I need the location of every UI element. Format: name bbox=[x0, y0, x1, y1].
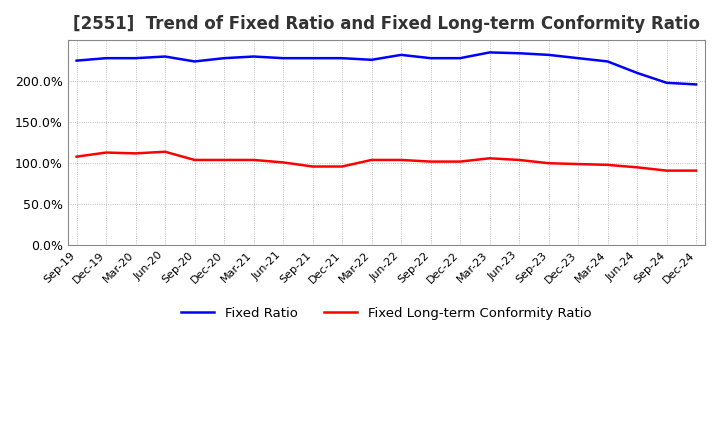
Fixed Long-term Conformity Ratio bbox=[544, 161, 553, 166]
Fixed Ratio bbox=[249, 54, 258, 59]
Fixed Ratio bbox=[426, 55, 435, 61]
Fixed Ratio bbox=[544, 52, 553, 58]
Fixed Ratio bbox=[279, 55, 287, 61]
Fixed Ratio bbox=[338, 55, 346, 61]
Fixed Long-term Conformity Ratio bbox=[131, 151, 140, 156]
Legend: Fixed Ratio, Fixed Long-term Conformity Ratio: Fixed Ratio, Fixed Long-term Conformity … bbox=[176, 301, 597, 325]
Fixed Long-term Conformity Ratio bbox=[249, 158, 258, 163]
Line: Fixed Long-term Conformity Ratio: Fixed Long-term Conformity Ratio bbox=[76, 152, 696, 171]
Fixed Long-term Conformity Ratio bbox=[220, 158, 228, 163]
Fixed Ratio bbox=[102, 55, 110, 61]
Fixed Ratio bbox=[397, 52, 405, 58]
Fixed Long-term Conformity Ratio bbox=[102, 150, 110, 155]
Line: Fixed Ratio: Fixed Ratio bbox=[76, 52, 696, 84]
Fixed Long-term Conformity Ratio bbox=[662, 168, 671, 173]
Fixed Ratio bbox=[131, 55, 140, 61]
Fixed Long-term Conformity Ratio bbox=[308, 164, 317, 169]
Fixed Long-term Conformity Ratio bbox=[161, 149, 169, 154]
Fixed Long-term Conformity Ratio bbox=[603, 162, 612, 168]
Fixed Ratio bbox=[456, 55, 464, 61]
Fixed Long-term Conformity Ratio bbox=[279, 160, 287, 165]
Fixed Long-term Conformity Ratio bbox=[515, 158, 523, 163]
Fixed Ratio bbox=[161, 54, 169, 59]
Fixed Long-term Conformity Ratio bbox=[367, 158, 376, 163]
Fixed Ratio bbox=[72, 58, 81, 63]
Fixed Long-term Conformity Ratio bbox=[426, 159, 435, 164]
Fixed Long-term Conformity Ratio bbox=[633, 165, 642, 170]
Fixed Long-term Conformity Ratio bbox=[190, 158, 199, 163]
Fixed Long-term Conformity Ratio bbox=[338, 164, 346, 169]
Fixed Ratio bbox=[692, 82, 701, 87]
Fixed Ratio bbox=[367, 57, 376, 62]
Fixed Long-term Conformity Ratio bbox=[574, 161, 582, 167]
Fixed Ratio bbox=[220, 55, 228, 61]
Fixed Long-term Conformity Ratio bbox=[397, 158, 405, 163]
Fixed Ratio bbox=[633, 70, 642, 76]
Fixed Ratio bbox=[515, 51, 523, 56]
Fixed Long-term Conformity Ratio bbox=[72, 154, 81, 159]
Title: [2551]  Trend of Fixed Ratio and Fixed Long-term Conformity Ratio: [2551] Trend of Fixed Ratio and Fixed Lo… bbox=[73, 15, 700, 33]
Fixed Ratio bbox=[485, 50, 494, 55]
Fixed Long-term Conformity Ratio bbox=[456, 159, 464, 164]
Fixed Ratio bbox=[662, 80, 671, 85]
Fixed Long-term Conformity Ratio bbox=[692, 168, 701, 173]
Fixed Ratio bbox=[308, 55, 317, 61]
Fixed Ratio bbox=[190, 59, 199, 64]
Fixed Ratio bbox=[574, 55, 582, 61]
Fixed Ratio bbox=[603, 59, 612, 64]
Fixed Long-term Conformity Ratio bbox=[485, 156, 494, 161]
